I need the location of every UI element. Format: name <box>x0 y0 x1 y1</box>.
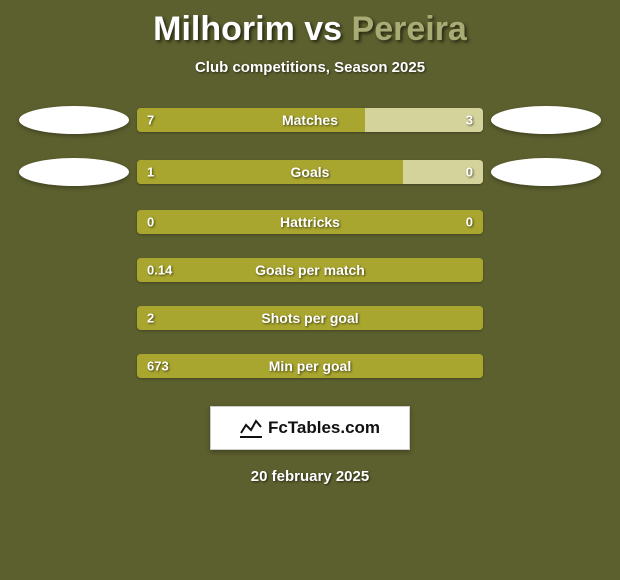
stat-right-value: 0 <box>466 215 473 230</box>
stat-left-value: 673 <box>147 359 169 374</box>
stat-label: Goals per match <box>255 262 365 278</box>
stat-label: Hattricks <box>280 214 340 230</box>
stat-label: Matches <box>282 112 338 128</box>
stat-bar: 0 0 Hattricks <box>137 210 483 234</box>
stat-label: Min per goal <box>269 358 351 374</box>
stat-left-value: 7 <box>147 113 154 128</box>
stat-row: 673 Min per goal <box>0 354 620 378</box>
stat-bar: 2 Shots per goal <box>137 306 483 330</box>
player1-name: Milhorim <box>153 10 295 48</box>
date-text: 20 february 2025 <box>0 468 620 485</box>
player2-name: Pereira <box>352 10 467 48</box>
stat-label: Shots per goal <box>261 310 358 326</box>
stat-row: 1 0 Goals <box>0 158 620 186</box>
stat-bar: 673 Min per goal <box>137 354 483 378</box>
comparison-card: Milhorim vs Pereira Club competitions, S… <box>0 0 620 580</box>
subtitle: Club competitions, Season 2025 <box>0 59 620 76</box>
stat-row: 7 3 Matches <box>0 106 620 134</box>
chart-icon <box>240 418 262 438</box>
logo-text: FcTables.com <box>268 418 380 438</box>
stat-row: 2 Shots per goal <box>0 306 620 330</box>
stat-row: 0.14 Goals per match <box>0 258 620 282</box>
player-oval-right <box>491 106 601 134</box>
stat-label: Goals <box>291 164 330 180</box>
stats-rows: 7 3 Matches 1 0 Goals 0 0 Hattricks 0.14 Goals per… <box>0 106 620 378</box>
stat-bar: 7 3 Matches <box>137 108 483 132</box>
player-oval-left <box>19 158 129 186</box>
stat-left-value: 2 <box>147 311 154 326</box>
stat-bar: 0.14 Goals per match <box>137 258 483 282</box>
page-title: Milhorim vs Pereira <box>0 10 620 49</box>
player-oval-left <box>19 106 129 134</box>
stat-right-value: 3 <box>466 113 473 128</box>
stat-left-value: 0 <box>147 215 154 230</box>
vs-text: vs <box>295 10 352 48</box>
stat-row: 0 0 Hattricks <box>0 210 620 234</box>
logo-box[interactable]: FcTables.com <box>210 406 410 450</box>
bar-left-fill <box>137 160 403 184</box>
player-oval-right <box>491 158 601 186</box>
stat-left-value: 0.14 <box>147 263 172 278</box>
stat-bar: 1 0 Goals <box>137 160 483 184</box>
stat-left-value: 1 <box>147 165 154 180</box>
stat-right-value: 0 <box>466 165 473 180</box>
